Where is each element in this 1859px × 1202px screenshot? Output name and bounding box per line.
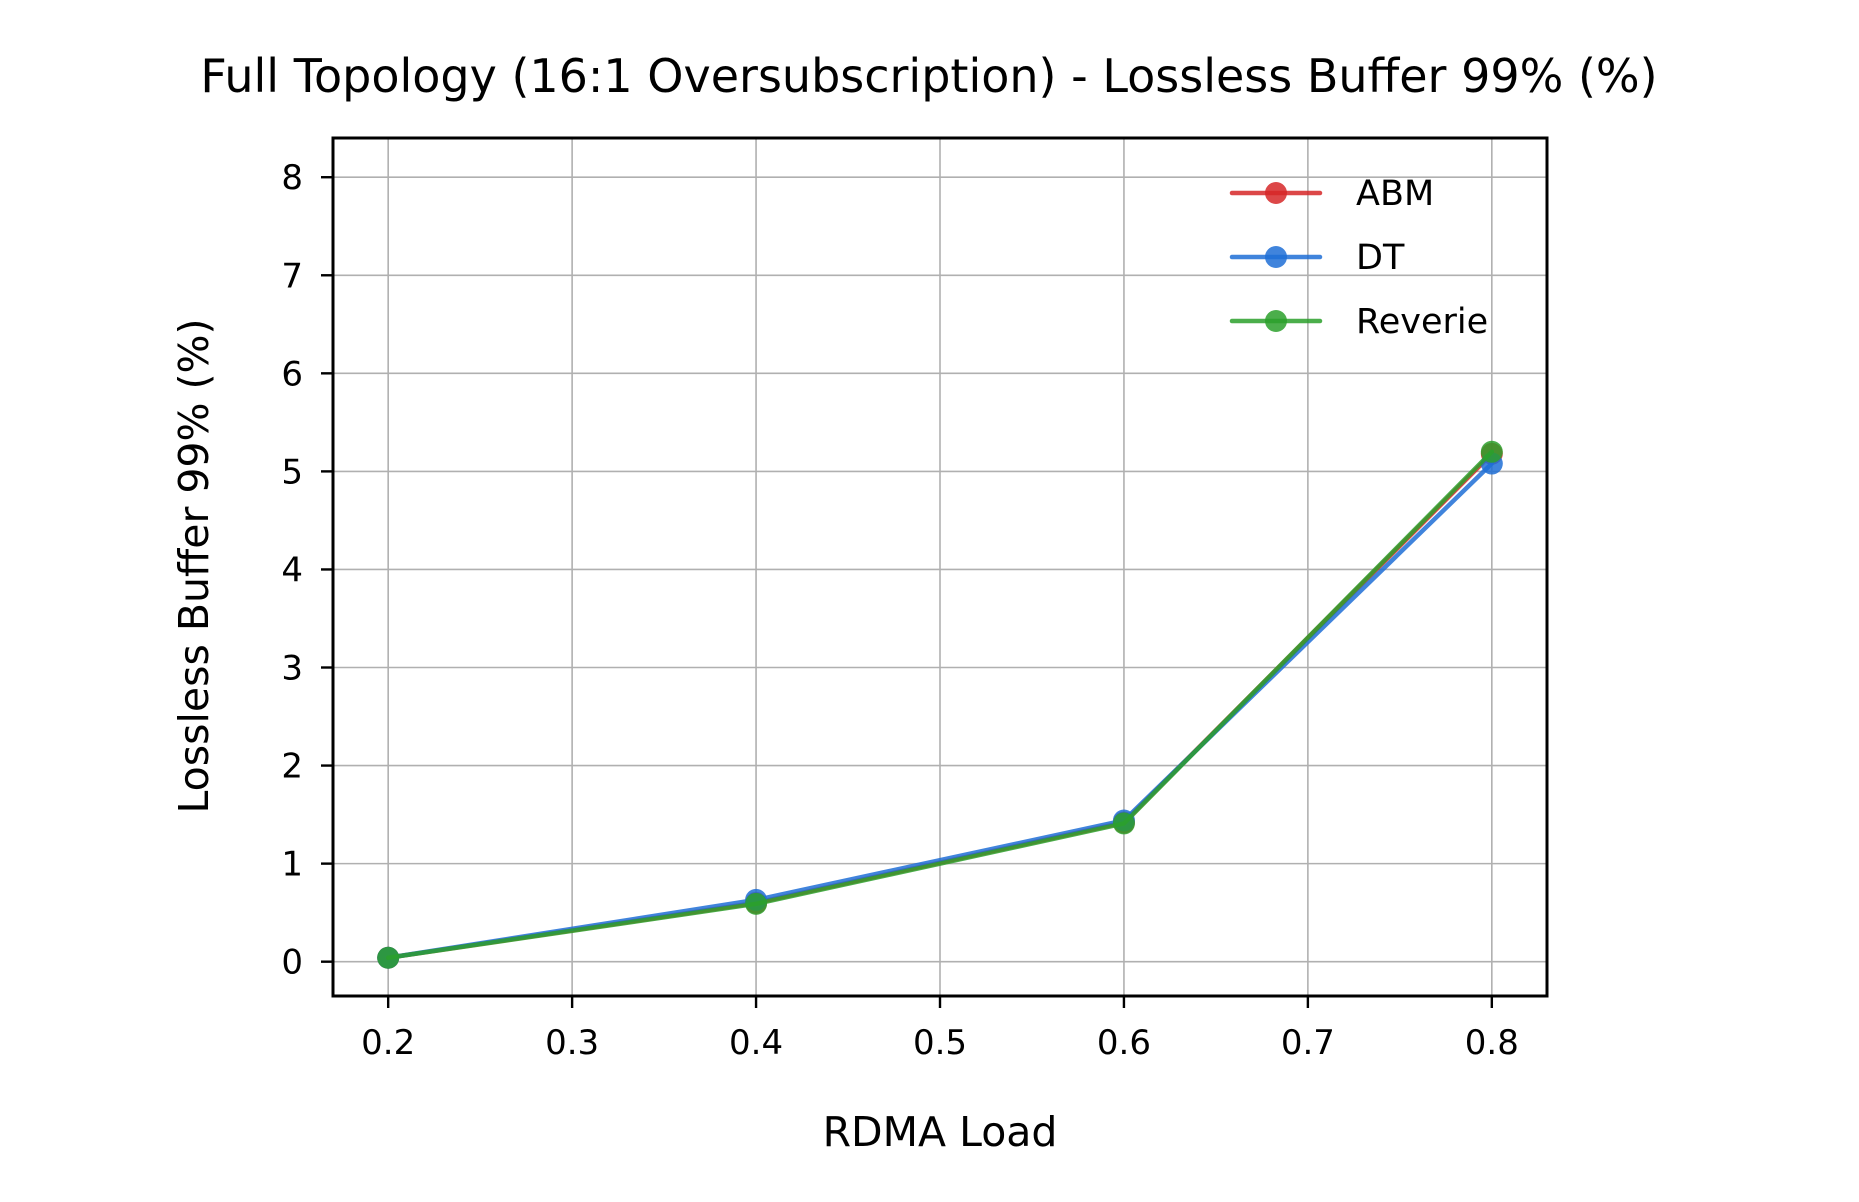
data-point-reverie — [1112, 812, 1135, 835]
y-tick-label: 7 — [281, 256, 303, 296]
y-tick-label: 6 — [281, 354, 303, 394]
legend-label-abm: ABM — [1356, 174, 1434, 214]
y-tick-label: 3 — [281, 649, 303, 689]
y-axis-label: Lossless Buffer 99% (%) — [170, 319, 218, 814]
legend-label-reverie: Reverie — [1356, 302, 1488, 342]
legend-item-reverie: Reverie — [1229, 302, 1488, 342]
legend-item-dt: DT — [1229, 238, 1405, 278]
x-tick-label: 0.3 — [545, 1023, 599, 1063]
legend-marker-abm — [1265, 182, 1287, 204]
legend: ABM DT Reverie — [1229, 174, 1488, 342]
y-tick-label: 0 — [281, 943, 303, 983]
y-tick-label: 1 — [281, 845, 303, 885]
y-tick-label: 2 — [281, 747, 303, 787]
x-tick-label: 0.4 — [729, 1023, 783, 1063]
x-tick-label: 0.2 — [361, 1023, 415, 1063]
x-axis-label: RDMA Load — [823, 1108, 1058, 1156]
series-layer — [377, 440, 1503, 969]
x-tick-label: 0.8 — [1465, 1023, 1519, 1063]
y-tick-label: 8 — [281, 158, 303, 198]
series-reverie — [377, 440, 1503, 969]
x-tick-label: 0.6 — [1097, 1023, 1151, 1063]
legend-marker-reverie — [1265, 310, 1287, 332]
x-tick-label: 0.5 — [913, 1023, 967, 1063]
data-point-reverie — [745, 892, 768, 915]
y-tick-label: 5 — [281, 452, 303, 492]
legend-item-abm: ABM — [1229, 174, 1434, 214]
x-axis: 0.2 0.3 0.4 0.5 0.6 0.7 0.8 — [361, 996, 1519, 1063]
chart-title: Full Topology (16:1 Oversubscription) - … — [200, 49, 1657, 103]
legend-marker-dt — [1265, 246, 1287, 268]
y-axis: 0 1 2 3 4 5 6 7 8 — [281, 158, 333, 983]
y-tick-label: 4 — [281, 550, 303, 590]
x-tick-label: 0.7 — [1281, 1023, 1335, 1063]
grid — [333, 138, 1547, 996]
data-point-reverie — [377, 946, 400, 969]
series-line-reverie — [385, 449, 1495, 961]
legend-label-dt: DT — [1356, 238, 1405, 278]
data-point-reverie — [1480, 440, 1503, 463]
